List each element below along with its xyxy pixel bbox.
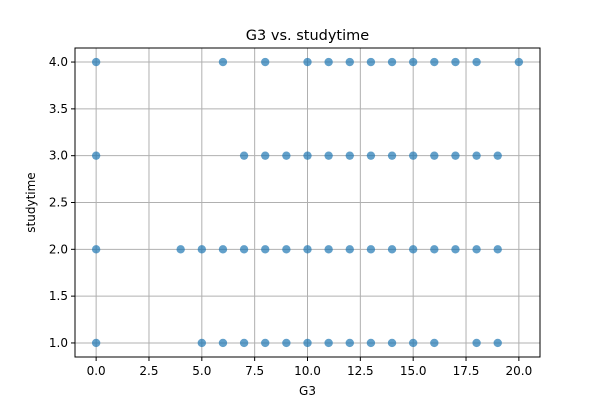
data-point [430,338,439,348]
data-point [345,151,354,160]
data-point [345,245,354,254]
data-point [261,245,270,254]
data-point [345,338,354,348]
x-tick-label: 10.0 [294,364,321,378]
data-point [366,57,376,67]
x-tick-label: 5.0 [192,364,211,378]
data-point [366,338,376,348]
data-point [197,338,207,348]
y-tick-label: 2.5 [49,196,68,210]
x-axis-ticks: 0.0 2.5 5.0 7.5 10.0 12.5 15.0 17.5 20.0 [87,357,533,378]
data-point [366,151,376,160]
data-point [451,151,460,160]
data-point [261,57,270,67]
data-point [472,57,481,67]
y-tick-label: 1.0 [49,336,68,350]
x-tick-label: 7.5 [245,364,264,378]
data-point [303,338,312,348]
data-point [303,151,312,160]
data-point [303,245,312,254]
data-point [472,151,481,160]
data-point [387,57,397,67]
data-point [451,57,460,67]
data-point [472,245,481,254]
x-tick-label: 2.5 [139,364,158,378]
data-point [239,245,249,254]
data-point [451,245,460,254]
data-point [324,57,333,67]
data-point [91,245,101,254]
data-point [239,338,249,348]
chart-title: G3 vs. studytime [246,28,369,44]
y-tick-label: 3.5 [49,102,68,116]
data-point [218,245,228,254]
data-point [197,245,207,254]
data-point [282,338,291,348]
data-point [387,151,397,160]
data-point [282,151,291,160]
x-tick-label: 15.0 [400,364,427,378]
data-point [239,151,249,160]
x-tick-label: 0.0 [87,364,106,378]
data-point [218,57,228,67]
data-point [324,245,333,254]
data-point [366,245,376,254]
data-points [91,57,524,348]
x-tick-label: 20.0 [506,364,533,378]
y-axis-ticks: 1.0 1.5 2.0 2.5 3.0 3.5 4.0 [49,55,75,350]
data-point [493,338,502,348]
data-point [408,245,418,254]
data-point [514,57,524,67]
data-point [303,57,312,67]
data-point [430,151,439,160]
x-tick-label: 12.5 [347,364,374,378]
y-tick-label: 4.0 [49,55,68,69]
data-point [91,338,101,348]
data-point [493,151,502,160]
data-point [430,57,439,67]
y-tick-label: 2.0 [49,242,68,256]
y-tick-label: 3.0 [49,149,68,163]
data-point [218,338,228,348]
y-axis-label: studytime [24,172,38,232]
data-point [472,338,481,348]
x-axis-label: G3 [299,384,316,398]
data-point [91,151,101,160]
data-point [408,57,418,67]
x-tick-label: 17.5 [453,364,480,378]
data-point [176,245,185,254]
y-tick-label: 1.5 [49,289,68,303]
data-point [345,57,354,67]
data-point [91,57,101,67]
data-point [387,338,397,348]
data-point [493,245,502,254]
data-point [282,245,291,254]
data-point [324,151,333,160]
data-point [408,338,418,348]
data-point [387,245,397,254]
data-point [408,151,418,160]
data-point [324,338,333,348]
data-point [430,245,439,254]
data-point [261,151,270,160]
data-point [261,338,270,348]
